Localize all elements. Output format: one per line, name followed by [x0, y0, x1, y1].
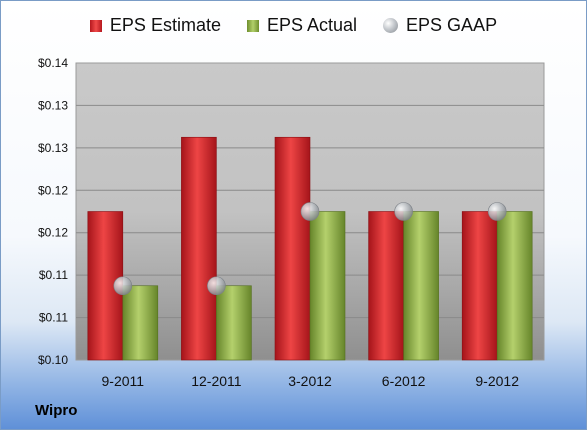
legend-item-eps-gaap: EPS GAAP	[383, 15, 497, 36]
legend-swatch-eps-actual	[246, 19, 259, 32]
legend-swatch-eps-gaap	[383, 18, 399, 33]
legend-item-eps-actual: EPS Actual	[246, 15, 358, 36]
y-tick-label: $0.13	[38, 98, 68, 112]
marker-eps-gaap	[394, 202, 413, 221]
x-axis-ticks: 9-2011 12-2011 3-2012 6-2012 9-2012	[102, 373, 520, 389]
legend-label-eps-gaap: EPS GAAP	[406, 15, 498, 35]
marker-eps-gaap	[300, 202, 320, 221]
bar-eps-actual	[122, 285, 159, 361]
bar-eps-estimate	[181, 136, 217, 361]
y-tick-label: $0.11	[39, 268, 68, 282]
y-tick-label: $0.12	[38, 226, 68, 240]
y-tick-label: $0.10	[38, 353, 68, 367]
y-tick-label: $0.14	[38, 56, 68, 70]
legend-item-eps-estimate: EPS Estimate	[89, 15, 221, 36]
x-tick-label: 6-2012	[382, 373, 426, 389]
x-tick-label: 12-2011	[191, 373, 242, 389]
bar-eps-actual	[496, 211, 533, 361]
bar-eps-actual	[309, 211, 346, 361]
legend-label-eps-estimate: EPS Estimate	[109, 15, 221, 35]
x-tick-label: 9-2012	[475, 373, 519, 389]
bar-eps-actual	[216, 285, 252, 361]
marker-eps-gaap	[207, 276, 226, 296]
y-axis-ticks: $0.10 $0.11 $0.11 $0.12 $0.12 $0.13 $0.13 $0.14	[38, 56, 68, 367]
legend-label-eps-actual: EPS Actual	[266, 15, 358, 35]
y-tick-label: $0.11	[39, 311, 68, 325]
gaap-markers	[113, 202, 507, 296]
x-tick-label: 3-2012	[288, 373, 332, 389]
y-tick-label: $0.13	[38, 141, 68, 155]
legend-swatch-eps-estimate	[89, 19, 102, 32]
company-label: Wipro	[35, 402, 78, 419]
bar-eps-actual	[403, 211, 439, 361]
x-tick-label: 9-2011	[102, 373, 145, 389]
bar-eps-estimate	[368, 211, 404, 361]
chart-legend: EPS Estimate EPS Actual EPS GAAP	[1, 15, 586, 36]
bar-eps-estimate	[274, 136, 311, 361]
bar-eps-estimate	[461, 211, 498, 361]
y-tick-label: $0.12	[38, 183, 68, 197]
marker-eps-gaap	[487, 202, 507, 221]
marker-eps-gaap	[113, 276, 133, 296]
